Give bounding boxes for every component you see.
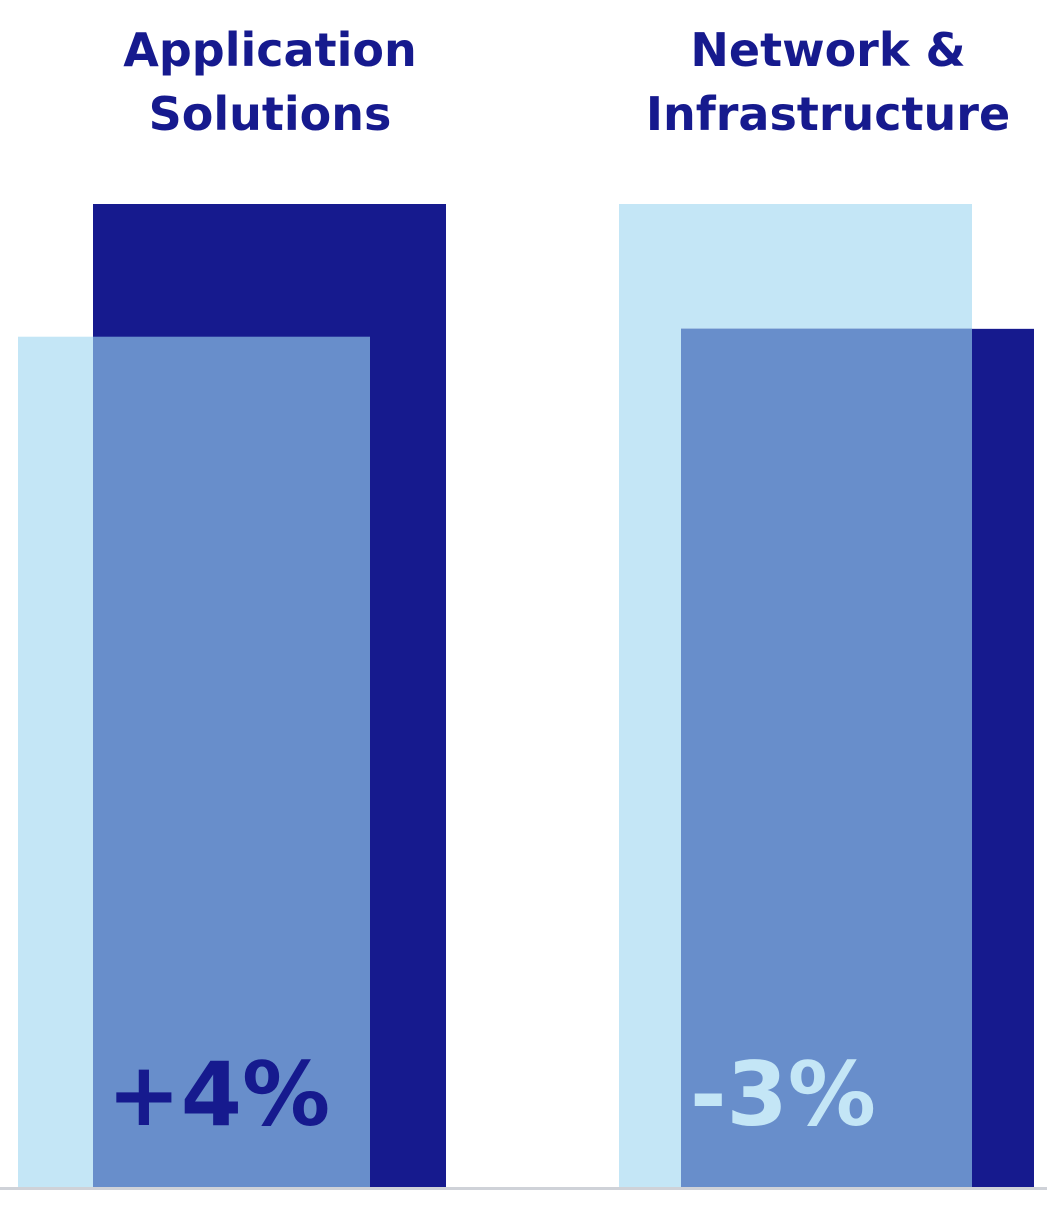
category-title-line: Solutions	[149, 87, 392, 141]
bar-overlap-1	[93, 336, 370, 1188]
x-axis-baseline	[0, 1187, 1047, 1190]
category-title-line: Infrastructure	[646, 87, 1010, 141]
category-title-1: Application Solutions	[123, 23, 416, 141]
bar-overlap-2	[681, 328, 972, 1187]
category-title-2: Network & Infrastructure	[646, 23, 1010, 141]
change-label-1: +4%	[107, 1043, 330, 1146]
category-title-line: Application	[123, 23, 416, 77]
category-title-line: Network &	[690, 23, 965, 77]
change-label-2: -3%	[690, 1043, 876, 1146]
